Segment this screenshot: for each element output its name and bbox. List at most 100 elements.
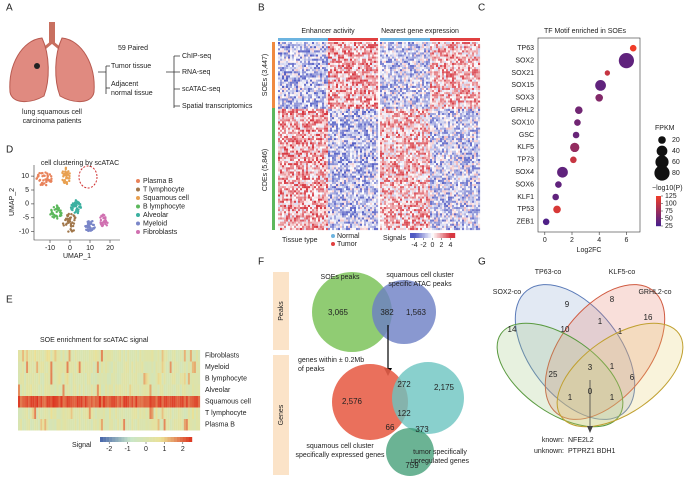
heatmap-cell: [282, 125, 285, 128]
heatmap-cell: [352, 138, 355, 141]
heatmap-cell: [326, 123, 329, 126]
heatmap-cell: [346, 133, 349, 137]
heatmap-cell: [366, 123, 369, 126]
heatmap-cell: [376, 140, 379, 143]
heatmap-cell: [370, 104, 373, 107]
heatmap-cell: [290, 117, 293, 120]
heatmap-cell: [340, 83, 343, 86]
heatmap-cell: [364, 169, 367, 172]
heatmap-cell: [316, 42, 319, 45]
heatmap-cell: [292, 50, 295, 53]
heatmap-cell: [324, 83, 327, 86]
heatmap-cell: [356, 79, 359, 82]
heatmap-cell: [290, 67, 293, 70]
heatmap-cell: [358, 94, 361, 97]
heatmap-cell: [370, 73, 373, 76]
heatmap-cell: [310, 202, 313, 206]
heatmap-cell: [352, 79, 355, 82]
heatmap-cell: [306, 213, 309, 216]
heatmap-cell: [336, 75, 339, 78]
heatmap-cell: [338, 142, 341, 145]
heatmap-cell: [374, 56, 377, 59]
heatmap-cell: [314, 56, 317, 59]
heatmap-cell: [340, 54, 343, 57]
heatmap-cell: [330, 75, 333, 78]
heatmap-cell: [294, 173, 297, 176]
heatmap-cell: [310, 117, 313, 120]
umap-point: [49, 213, 52, 216]
heatmap-cell: [330, 46, 333, 49]
heatmap-cell: [340, 125, 343, 128]
heatmap-cell: [292, 144, 295, 147]
heatmap-cell: [364, 144, 367, 147]
heatmap-cell: [290, 100, 293, 103]
heatmap-cell: [372, 58, 375, 61]
heatmap-cell: [300, 90, 303, 93]
heatmap-cell: [330, 60, 333, 63]
heatmap-cell: [290, 62, 293, 66]
heatmap-cell: [374, 46, 377, 49]
heatmap-cell: [330, 108, 333, 112]
heatmap-cell: [316, 156, 319, 160]
heatmap-cell: [334, 152, 337, 155]
heatmap-cell: [318, 209, 321, 212]
heatmap-cell: [412, 44, 415, 47]
heatmap-cell: [318, 44, 321, 47]
heatmap-cell: [306, 150, 309, 153]
heatmap-cell: [354, 77, 357, 80]
heatmap-cell: [304, 150, 307, 153]
heatmap-cell: [326, 184, 329, 187]
heatmap-cell: [360, 167, 363, 170]
heatmap-cell: [376, 200, 379, 203]
heatmap-cell: [348, 198, 351, 201]
heatmap-cell: [424, 46, 427, 49]
heatmap-cell: [320, 200, 323, 203]
heatmap-cell: [300, 173, 303, 176]
heatmap-cell: [358, 190, 361, 193]
heatmap-cell: [320, 177, 323, 180]
heatmap-cell: [384, 44, 387, 47]
heatmap-cell: [374, 133, 377, 137]
heatmap-cell: [298, 108, 301, 112]
heatmap-cell: [324, 98, 327, 101]
heatmap-cell: [308, 138, 311, 141]
heatmap-cell: [350, 110, 353, 114]
heatmap-cell: [342, 156, 345, 160]
heatmap-cell: [312, 90, 315, 93]
heatmap-cell: [278, 73, 281, 76]
heatmap-cell: [358, 104, 361, 107]
heatmap-cell: [302, 152, 305, 155]
heatmap-cell: [318, 90, 321, 93]
heatmap-cell: [304, 156, 307, 160]
heatmap-cell: [366, 90, 369, 93]
heatmap-cell: [358, 46, 361, 49]
heatmap-cell: [412, 46, 415, 49]
heatmap-cell: [340, 79, 343, 82]
heatmap-cell: [332, 163, 335, 166]
heatmap-cell: [288, 227, 291, 231]
heatmap-cell: [280, 140, 283, 143]
heatmap-cell: [356, 67, 359, 70]
heatmap-cell: [352, 115, 355, 118]
heatmap-cell: [332, 83, 335, 86]
heatmap-cell: [348, 219, 351, 222]
heatmap-cell: [364, 121, 367, 124]
heatmap-cell: [376, 175, 379, 178]
heatmap-cell: [310, 194, 313, 197]
heatmap-cell: [284, 110, 287, 114]
heatmap-cell: [362, 129, 365, 132]
heatmap-cell: [282, 204, 285, 208]
heatmap-cell: [350, 75, 353, 78]
heatmap-cell: [340, 196, 343, 199]
heatmap-cell: [290, 144, 293, 147]
heatmap-cell: [340, 75, 343, 78]
heatmap-cell: [360, 50, 363, 53]
heatmap-cell: [366, 58, 369, 61]
heatmap-cell: [390, 42, 393, 45]
heatmap-cell: [344, 64, 347, 68]
heatmap-cell: [358, 175, 361, 178]
heatmap-cell: [280, 154, 283, 157]
heatmap-cell: [326, 213, 329, 216]
heatmap-cell: [320, 154, 323, 157]
heatmap-cell: [300, 115, 303, 118]
